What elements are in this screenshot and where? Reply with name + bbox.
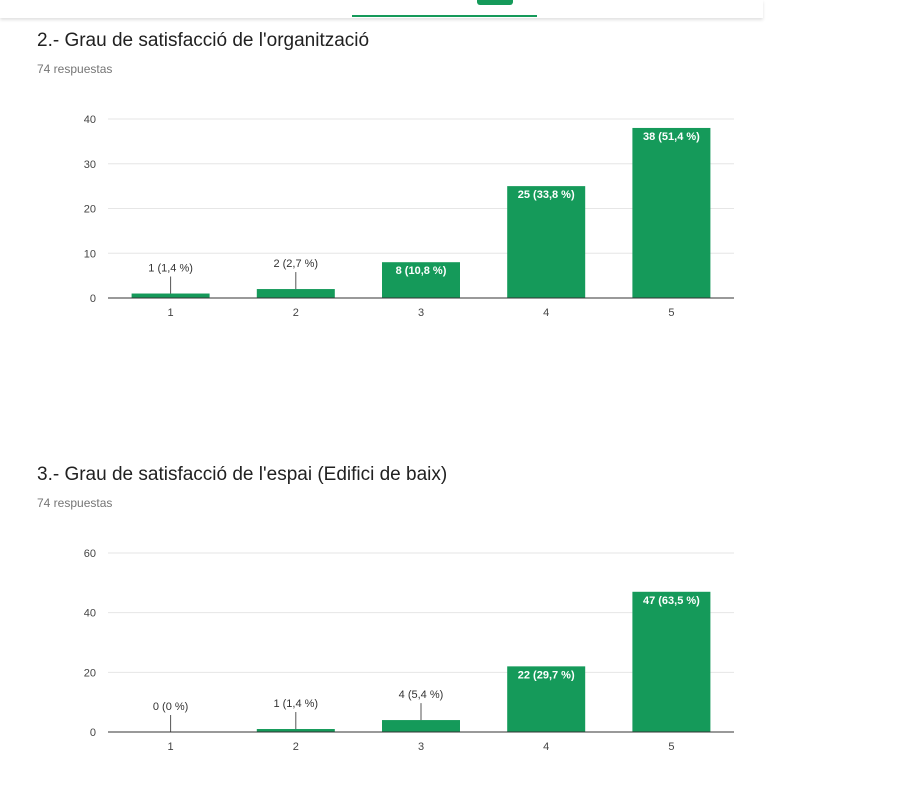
bar (632, 591, 711, 732)
y-tick-label: 10 (84, 248, 96, 260)
data-label: 2 (2,7 %) (273, 258, 318, 270)
chart-svg: 0 20 40 60 1 0 (0 %) 2 1 (1,4 %) 3 4 (5,4 %) 4 22 (… (84, 548, 734, 753)
y-tick-label: 20 (84, 667, 96, 679)
y-tick-label: 40 (84, 114, 96, 126)
data-label: 25 (33,8 %) (518, 189, 575, 201)
bar-chart-question-2: 0 10 20 30 40 1 1 (1,4 %) 2 2 (2,7 %) 3 8 (10,8 %)… (0, 108, 763, 328)
data-label: 38 (51,4 %) (643, 131, 700, 143)
bar (507, 186, 586, 298)
x-tick-label: 5 (668, 307, 674, 319)
y-tick-label: 40 (84, 608, 96, 620)
bar (632, 127, 711, 298)
data-label: 47 (63,5 %) (643, 595, 700, 607)
y-tick-label: 20 (84, 204, 96, 216)
data-label: 1 (1,4 %) (273, 698, 318, 710)
x-tick-label: 1 (168, 741, 174, 753)
x-tick-label: 4 (543, 741, 549, 753)
question-title: 2.- Grau de satisfacció de l'organitzaci… (37, 30, 370, 51)
x-tick-label: 1 (168, 307, 174, 319)
question-block-3: 3.- Grau de satisfacció de l'espai (Edif… (37, 464, 447, 510)
bar (382, 262, 460, 298)
question-block-2: 2.- Grau de satisfacció de l'organitzaci… (37, 30, 369, 76)
y-tick-label: 30 (84, 159, 96, 171)
data-label: 0 (0 %) (153, 701, 188, 713)
tab-count-badge (477, 0, 513, 5)
chart-svg: 0 10 20 30 40 1 1 (1,4 %) 2 2 (2,7 %) 3 8 (10,8 %)… (84, 114, 734, 319)
data-label: 22 (29,7 %) (518, 669, 575, 681)
bar (131, 293, 210, 298)
bar (507, 666, 586, 732)
bar (382, 720, 460, 732)
data-label: 4 (5,4 %) (399, 689, 444, 701)
y-tick-label: 0 (90, 727, 96, 739)
bar (256, 289, 335, 298)
bar-chart-question-3: 0 20 40 60 1 0 (0 %) 2 1 (1,4 %) 3 4 (5,4 %) 4 22 (… (0, 542, 763, 762)
x-tick-label: 3 (418, 307, 424, 319)
data-label: 8 (10,8 %) (396, 265, 447, 277)
response-count: 74 respuestas (37, 62, 113, 76)
data-label: 1 (1,4 %) (148, 263, 193, 275)
x-tick-label: 2 (293, 307, 299, 319)
response-count: 74 respuestas (37, 496, 113, 510)
y-tick-label: 0 (90, 293, 96, 305)
top-bar (0, 0, 763, 18)
x-tick-label: 2 (293, 741, 299, 753)
bar (256, 729, 335, 732)
y-tick-label: 60 (84, 548, 96, 560)
question-title: 3.- Grau de satisfacció de l'espai (Edif… (37, 464, 448, 485)
x-tick-label: 5 (668, 741, 674, 753)
x-tick-label: 4 (543, 307, 549, 319)
active-tab-indicator (352, 15, 537, 17)
x-tick-label: 3 (418, 741, 424, 753)
